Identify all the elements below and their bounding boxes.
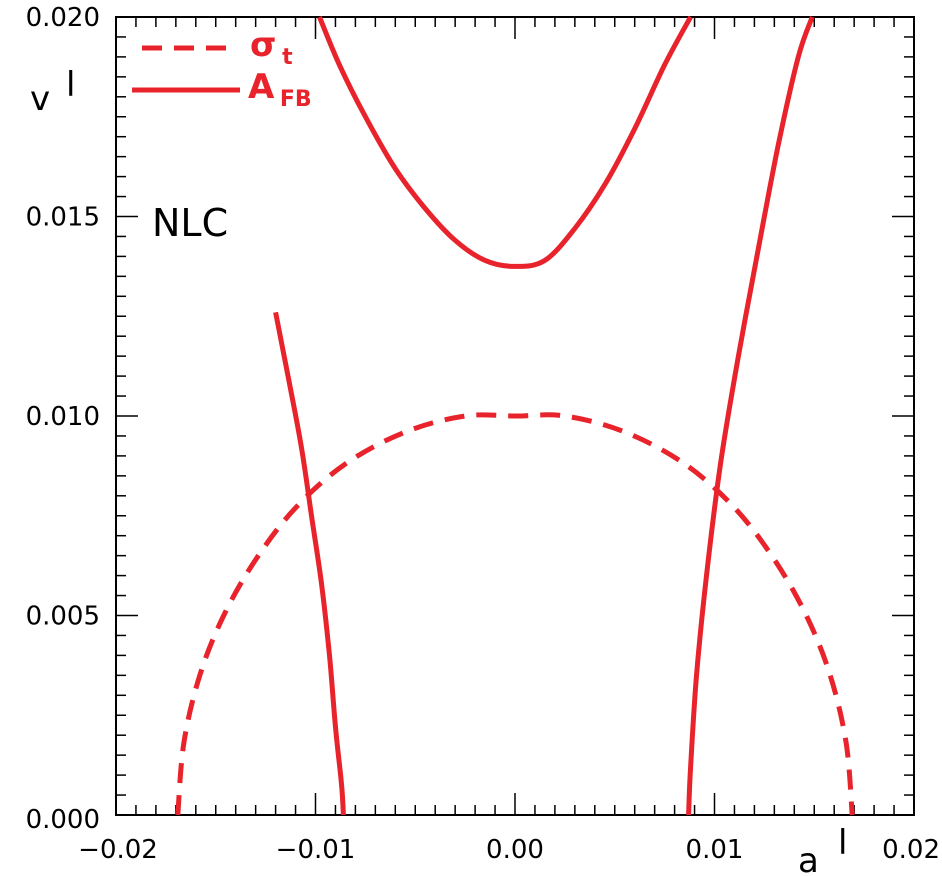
x-axis-label: a	[798, 841, 819, 876]
y-tick-label: 0.000	[26, 805, 100, 835]
x-axis-label-superscript: l	[838, 823, 847, 863]
x-tick-label: −0.01	[276, 835, 356, 865]
legend-afb-label: A FB	[248, 67, 312, 112]
legend-sigma-sub: t	[282, 45, 293, 70]
y-axis-title: v l	[30, 65, 75, 119]
annotation-nlc: NLC	[152, 201, 228, 245]
x-tick-label: −0.02	[78, 835, 158, 865]
legend-sigma-main: σ	[250, 25, 276, 65]
series-line-afb_right	[686, 16, 815, 816]
x-tick-label: 0.01	[686, 835, 744, 865]
major-ticks	[115, 16, 915, 816]
minor-ticks	[116, 17, 914, 815]
y-tick-label: 0.005	[26, 602, 100, 632]
series-line-sigma_t	[175, 412, 855, 816]
legend-afb-main: A	[248, 67, 275, 107]
series-layer	[175, 15, 855, 816]
x-axis-title: a l	[798, 823, 847, 876]
series-line-afb_upper	[317, 15, 693, 269]
y-axis-label: v	[30, 79, 50, 119]
y-tick-label: 0.015	[26, 203, 100, 233]
series-line-afb_left	[273, 311, 346, 816]
legend-afb-sub: FB	[280, 87, 312, 112]
x-tick-labels: −0.02 −0.01 0.00 0.01 0.02	[78, 835, 940, 865]
y-tick-label: 0.020	[26, 3, 100, 33]
y-axis-label-superscript: l	[66, 65, 75, 105]
y-tick-label: 0.010	[26, 402, 100, 432]
x-tick-label: 0.02	[882, 835, 940, 865]
legend-sigma-label: σ t	[250, 25, 293, 70]
x-tick-label: 0.00	[486, 835, 544, 865]
y-tick-labels: 0.000 0.005 0.010 0.015 0.020	[26, 3, 100, 835]
legend: σ t A FB	[132, 25, 312, 112]
